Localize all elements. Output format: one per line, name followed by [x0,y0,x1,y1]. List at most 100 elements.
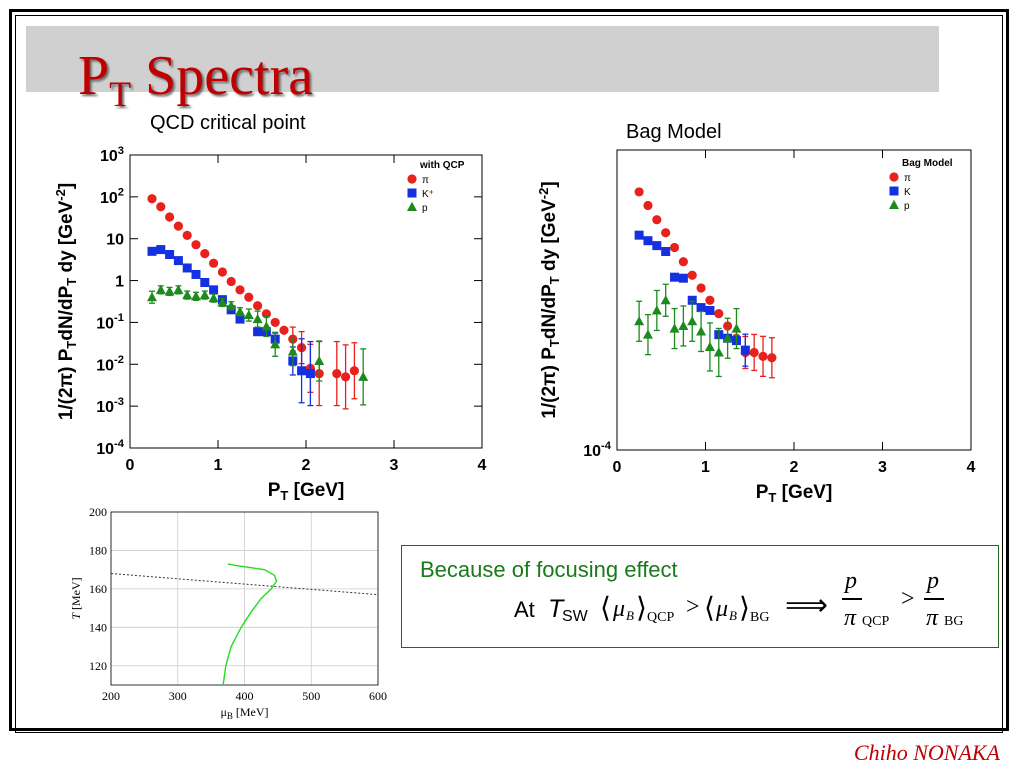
data-point-square [191,269,201,279]
y-axis-label: T [MeV] [69,577,83,619]
legend-marker [889,186,899,196]
y-tick-label: 200 [89,505,107,519]
data-point-square [156,245,166,255]
data-point-square [147,246,157,256]
data-point-square [235,314,245,324]
focusing-effect-box: Because of focusing effect At T SW ⟨ μ B… [401,545,999,648]
x-tick-label: 3 [390,457,399,474]
data-point-triangle [660,295,671,305]
legend-marker [889,172,899,182]
focus-qcp-sub: QCP [647,610,675,625]
data-point-triangle [642,329,653,339]
data-point-circle [687,270,697,280]
data-point-square [670,272,680,282]
data-point-triangle [651,305,662,315]
data-point-circle [714,309,724,319]
focus-t-sub: SW [562,608,588,625]
focus-p-1: p [845,568,857,594]
data-point-circle [191,240,201,250]
x-tick-label: 0 [126,457,135,474]
data-point-circle [643,200,653,211]
slide-inner-frame [15,15,1003,733]
y-tick-label: 120 [89,659,107,673]
y-tick-label: 180 [89,543,107,557]
data-point-square [678,273,688,283]
data-point-square [305,369,315,379]
data-point-circle [767,353,777,363]
title-bar: PT Spectra [26,26,939,114]
data-point-triangle [173,284,184,294]
focus-angle-right-1: ⟩ [636,593,647,624]
data-point-circle [669,242,680,253]
data-point-circle [200,249,210,259]
data-point-triangle [634,316,645,326]
legend-label: π [904,173,911,184]
focus-bg-sub-2: BG [944,614,964,629]
data-point-square [165,249,175,259]
data-point-triangle [235,306,245,316]
data-point-triangle [191,291,201,301]
data-point-triangle [731,323,742,333]
data-point-circle [226,276,236,287]
y-tick-label: 10 [106,232,124,249]
data-point-circle [217,267,227,277]
focus-mu-1: μ [613,596,626,622]
focus-mu-sub-1: B [626,608,634,623]
legend-marker [889,199,899,209]
data-point-circle [173,221,183,231]
y-tick-label: 140 [89,620,107,634]
data-point-circle [156,202,166,212]
data-point-square [173,256,183,266]
legend-label: p [904,201,910,212]
data-point-triangle [287,346,298,356]
data-point-square [297,366,307,376]
data-point-triangle [722,333,733,343]
y-axis-label: 1/(2π) PTdN/dPT dy [GeV-2] [536,181,562,418]
x-tick-label: 200 [102,689,120,703]
data-point-circle [634,187,644,197]
data-point-triangle [217,297,228,307]
slide-frame [9,9,1009,731]
legend-label: K⁺ [422,189,434,200]
focus-gt-2: > [901,586,915,612]
focus-bg-sub: BG [750,610,770,625]
legend-marker [407,188,417,198]
data-point-circle [235,285,245,295]
legend-label: p [422,203,428,214]
y-axis-label: 1/(2π) PTdN/dPT dy [GeV-2] [53,183,79,420]
data-point-triangle [226,300,237,310]
data-point-circle [705,295,715,305]
x-tick-label: 2 [790,459,799,476]
plot-frame [110,511,379,686]
data-point-triangle [696,326,707,336]
crossover-line [110,573,379,596]
legend-label: K [904,187,911,198]
data-point-circle [749,347,759,358]
data-point-circle [182,230,192,240]
data-point-circle [165,212,175,222]
legend-title: with QCP [419,160,465,171]
data-point-square [696,303,706,313]
data-point-triangle [252,313,263,324]
data-point-circle [661,228,671,238]
legend-title: Bag Model [902,158,953,169]
data-point-square [661,247,671,257]
legend-label: π [422,175,429,186]
x-tick-label: 0 [613,459,622,476]
author-name: Chiho NONAKA [853,740,1000,765]
data-point-circle [758,351,768,361]
data-point-circle [332,368,342,379]
focus-pi-1: π [844,605,857,631]
focus-heading: Because of focusing effect [420,557,678,582]
data-point-square [634,230,644,240]
focus-angle-right-2: ⟩ [739,593,750,624]
data-point-circle [270,317,280,328]
data-point-square [182,263,192,273]
data-point-triangle [208,292,219,303]
data-point-triangle [314,355,325,365]
data-point-circle [341,372,351,382]
title-rest: Spectra [131,45,314,107]
data-point-triangle [261,321,272,331]
